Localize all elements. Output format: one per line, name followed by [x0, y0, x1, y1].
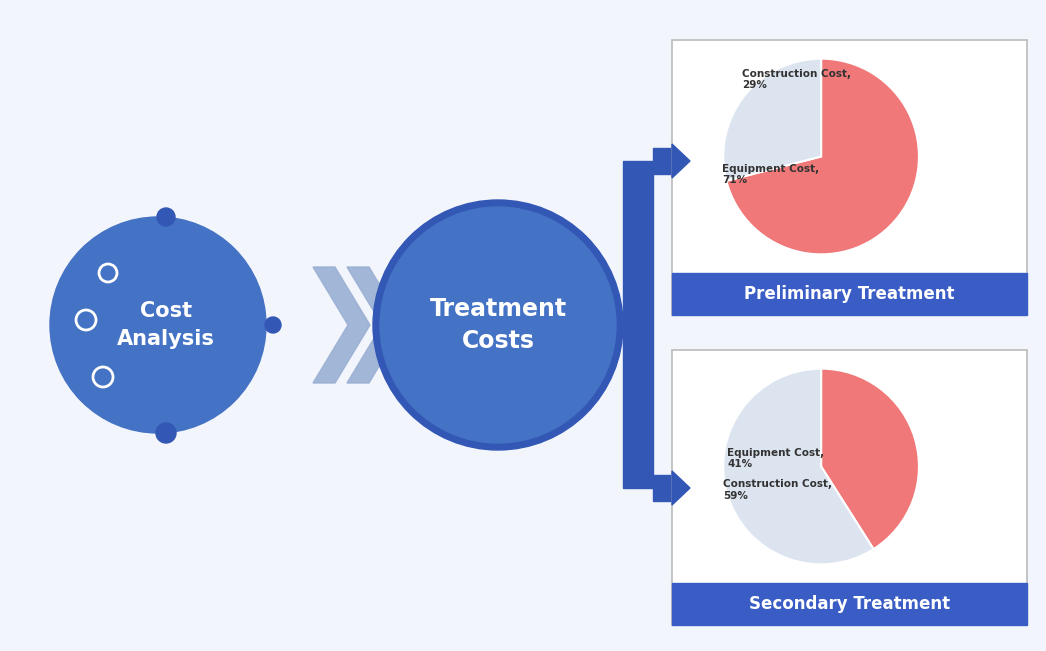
Bar: [623, 161, 653, 488]
Polygon shape: [672, 471, 690, 505]
Text: Analysis: Analysis: [117, 329, 214, 349]
Circle shape: [157, 208, 175, 226]
Polygon shape: [347, 267, 404, 383]
Circle shape: [373, 200, 623, 450]
Polygon shape: [672, 144, 690, 178]
Text: Cost: Cost: [140, 301, 192, 321]
FancyBboxPatch shape: [672, 40, 1027, 315]
Text: Costs: Costs: [461, 329, 535, 353]
Wedge shape: [821, 368, 919, 549]
Polygon shape: [313, 267, 370, 383]
Text: Preliminary Treatment: Preliminary Treatment: [745, 285, 955, 303]
Text: Equipment Cost,
71%: Equipment Cost, 71%: [723, 163, 819, 186]
Text: Equipment Cost,
41%: Equipment Cost, 41%: [727, 447, 824, 469]
Text: Secondary Treatment: Secondary Treatment: [749, 595, 950, 613]
Circle shape: [265, 317, 281, 333]
Wedge shape: [723, 59, 821, 181]
Circle shape: [380, 207, 616, 443]
Wedge shape: [726, 59, 919, 255]
Circle shape: [50, 217, 266, 433]
Bar: [672, 583, 1027, 625]
FancyBboxPatch shape: [672, 350, 1027, 625]
Bar: [653, 475, 674, 501]
Text: Treatment: Treatment: [430, 297, 567, 321]
Text: Construction Cost,
29%: Construction Cost, 29%: [743, 69, 851, 90]
Bar: [653, 148, 674, 174]
Circle shape: [156, 423, 176, 443]
Wedge shape: [723, 368, 873, 564]
Bar: [672, 273, 1027, 315]
Text: Construction Cost,
59%: Construction Cost, 59%: [723, 479, 832, 501]
